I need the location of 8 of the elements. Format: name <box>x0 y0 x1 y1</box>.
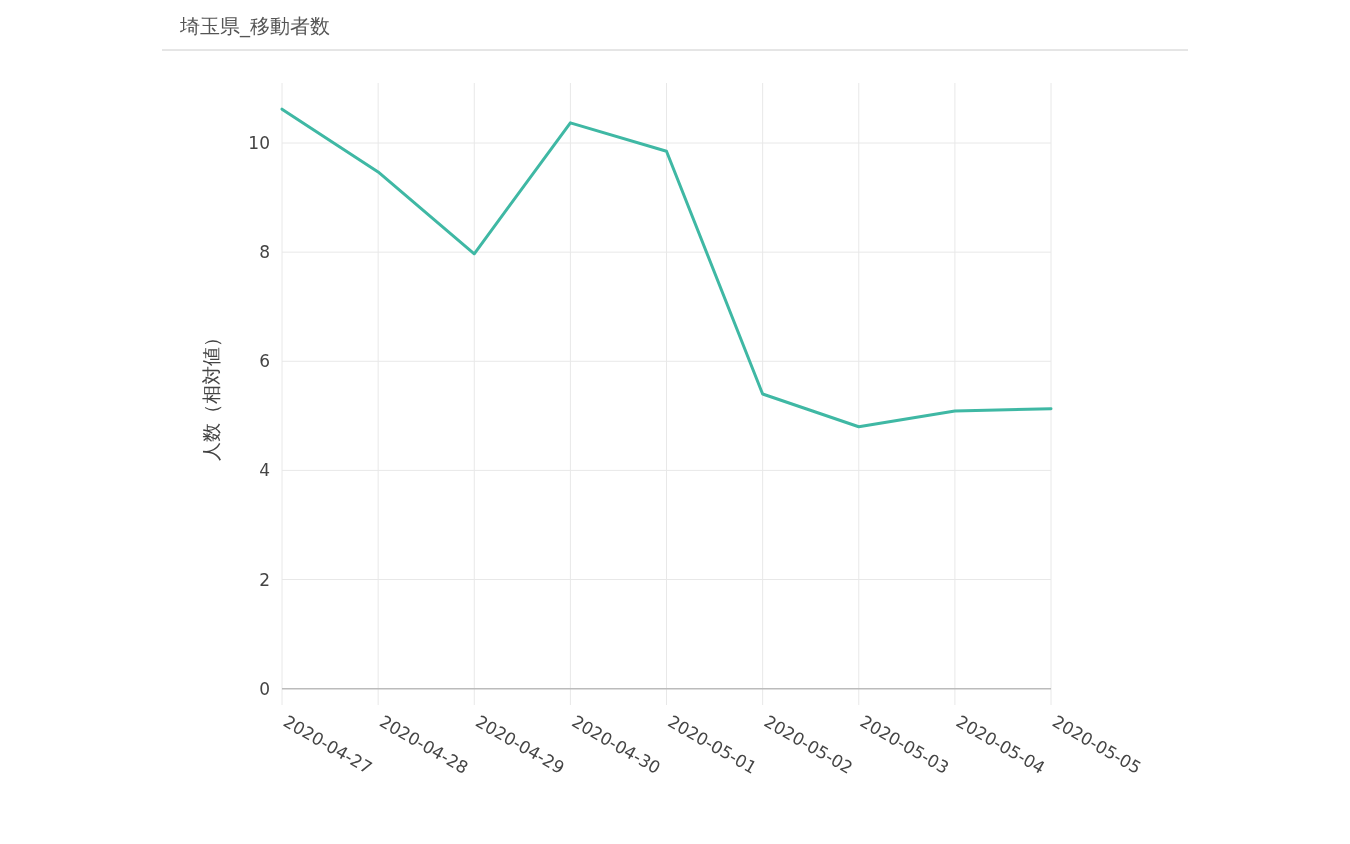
ytick: 0 <box>259 678 270 699</box>
ylabel: 人数（相対値） <box>200 327 222 461</box>
ytick: 2 <box>259 569 270 590</box>
ytick: 8 <box>259 242 270 263</box>
ytick: 6 <box>259 351 270 372</box>
title: 埼玉県_移動者数 <box>180 14 330 38</box>
ytick: 4 <box>259 460 270 481</box>
ytick: 10 <box>248 133 270 153</box>
